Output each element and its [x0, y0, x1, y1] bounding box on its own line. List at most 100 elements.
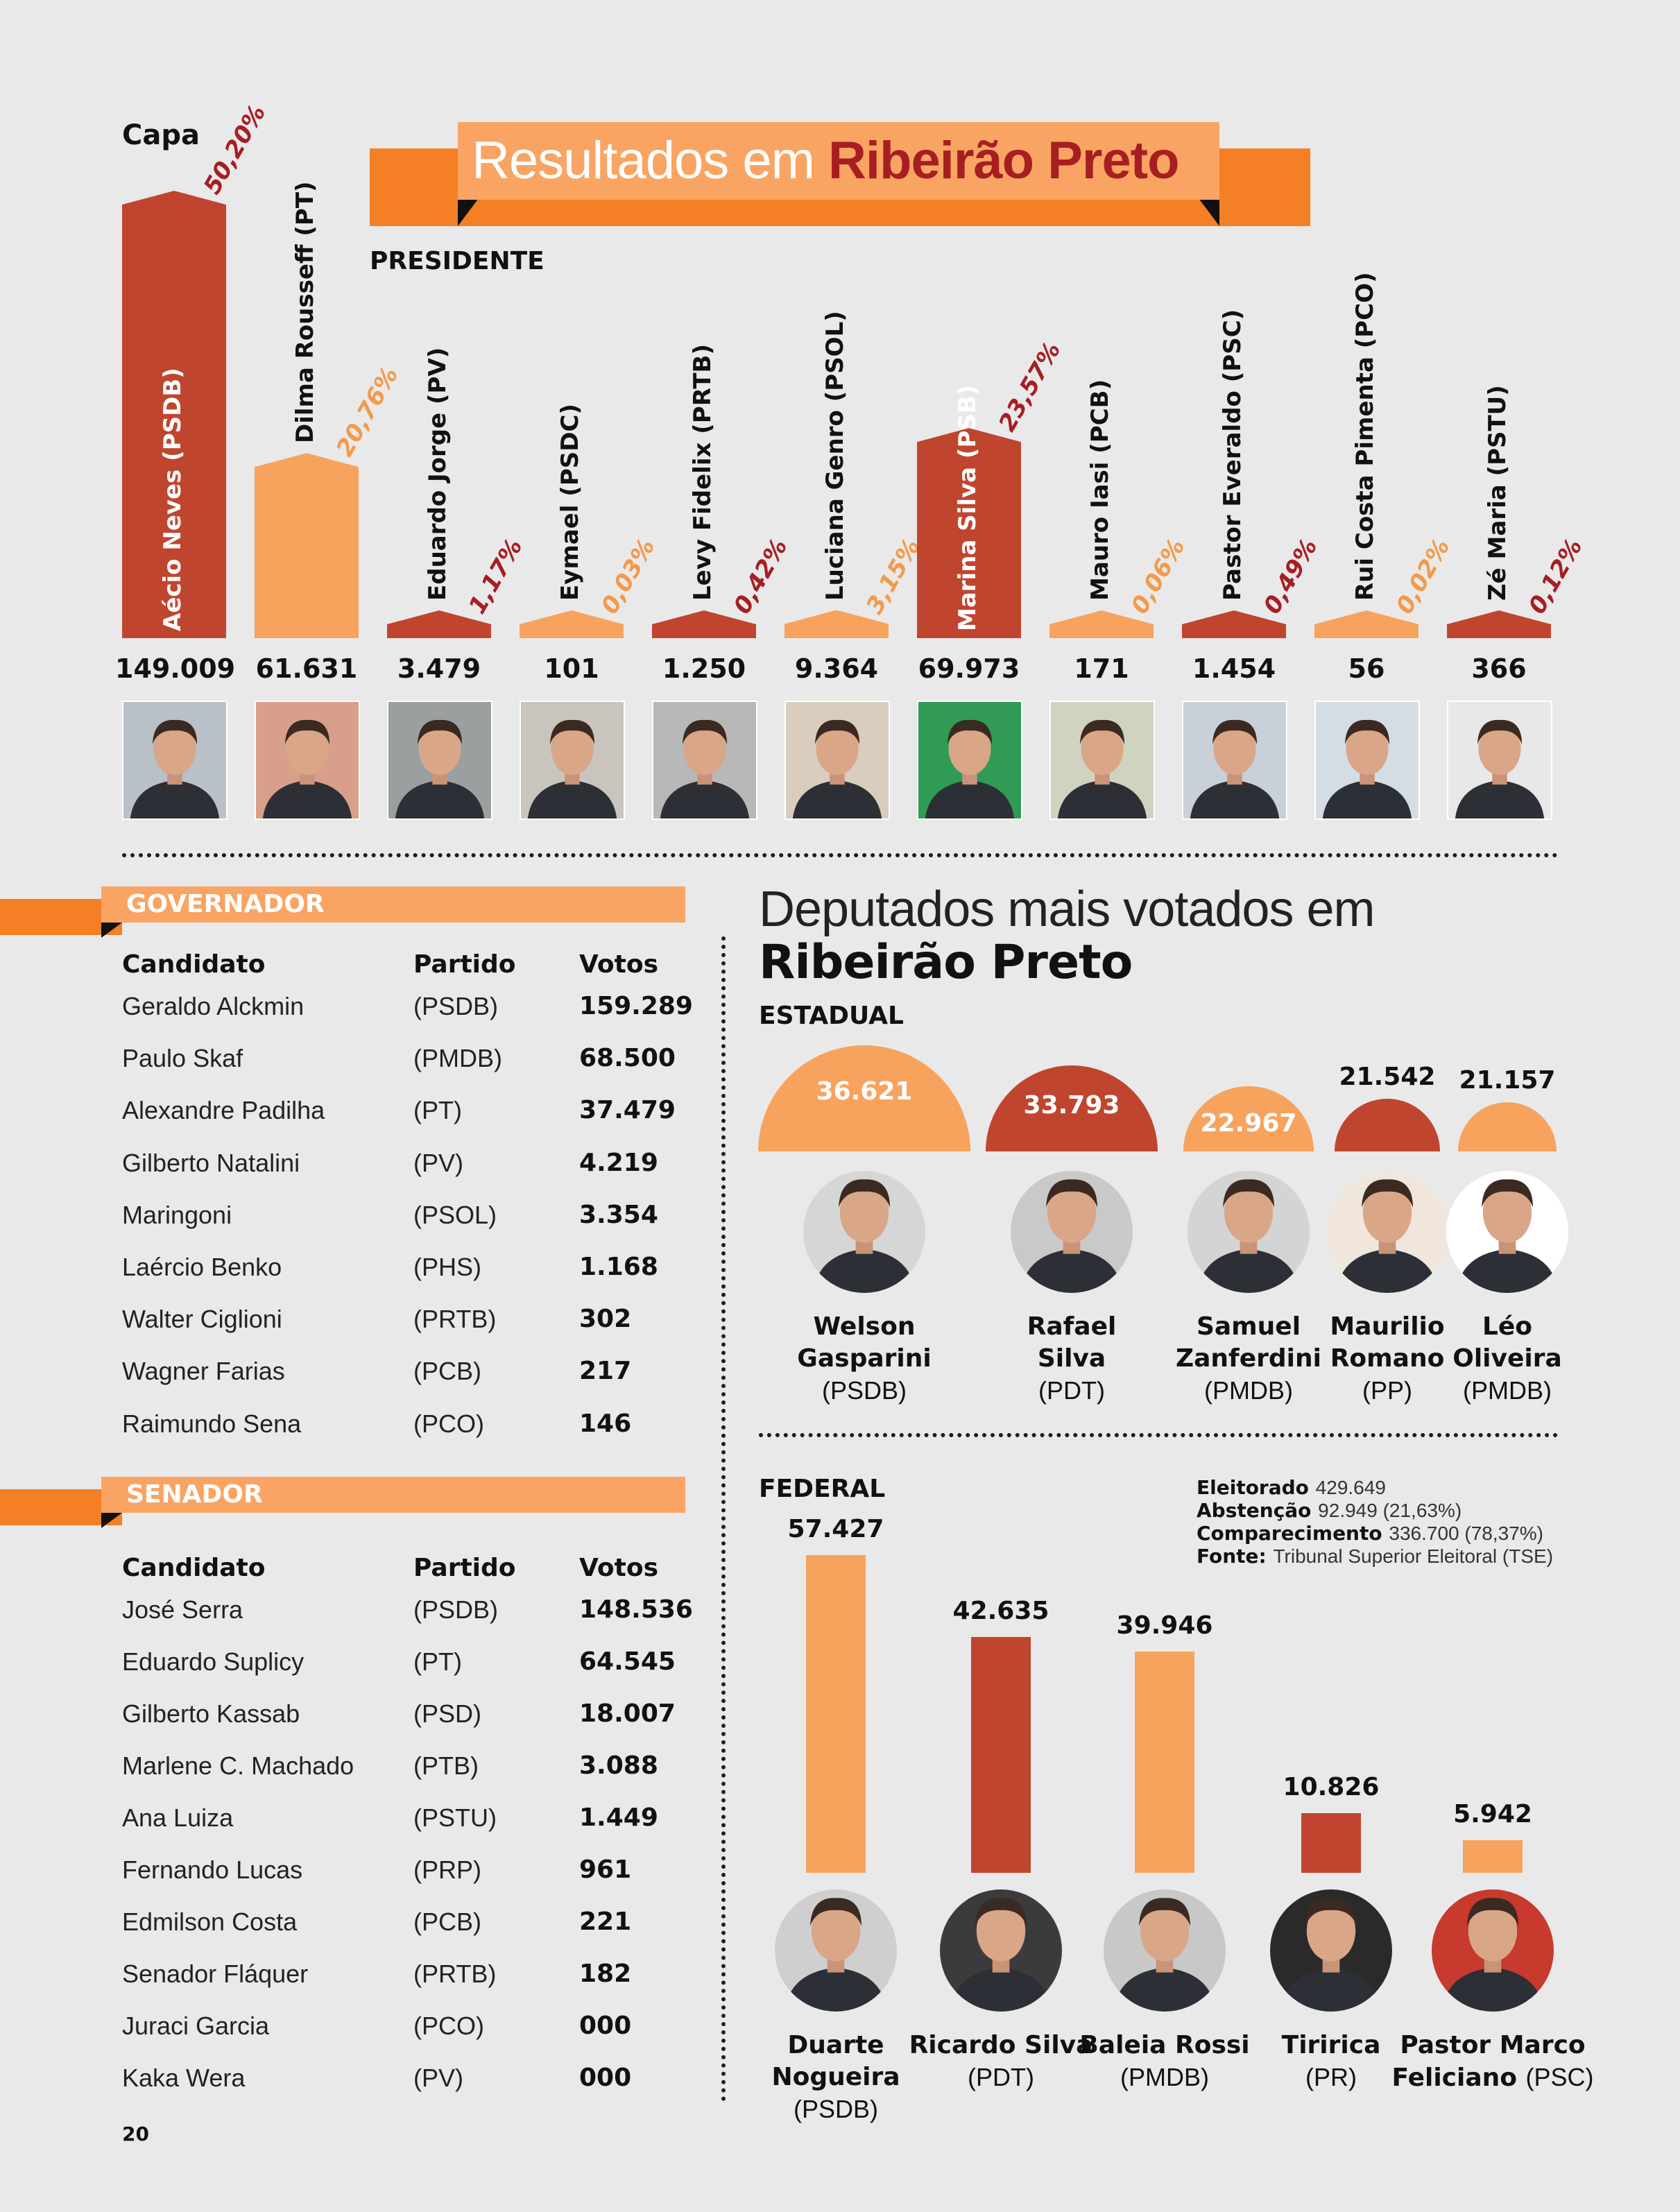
- federal-deputy-bar: [806, 1555, 866, 1873]
- stat-value: Tribunal Superior Eleitoral (TSE): [1273, 1545, 1554, 1567]
- federal-deputy-bar: [971, 1636, 1031, 1873]
- federal-deputy-name-line2: Feliciano: [1391, 2064, 1526, 2092]
- senator-votes: 000: [579, 2012, 632, 2040]
- governor-fold-icon: [101, 923, 122, 938]
- federal-heading: FEDERAL: [759, 1475, 886, 1503]
- governor-votes: 146: [579, 1409, 632, 1438]
- state-deputy-photo: [1326, 1171, 1448, 1293]
- senator-column-header: Votos: [579, 1554, 658, 1582]
- president-votes-label: 171: [1074, 653, 1129, 684]
- state-heading: ESTADUAL: [759, 1002, 904, 1030]
- stat-value: 336.700 (78,37%): [1389, 1523, 1543, 1544]
- state-deputy-name: Welson Gasparini (PSDB): [788, 1311, 941, 1407]
- state-deputy-photo: [1446, 1171, 1568, 1293]
- federal-deputy-name-line1: Baleia Rossi: [1079, 2031, 1250, 2059]
- president-bar: [255, 453, 359, 638]
- federal-deputy-party: (PSC): [1525, 2063, 1594, 2091]
- president-candidate-photo: [1182, 701, 1287, 820]
- president-bar: [917, 428, 1021, 638]
- senator-votes: 000: [579, 2064, 632, 2092]
- president-bar: [1447, 610, 1551, 638]
- federal-deputy-party: (PMDB): [1120, 2063, 1209, 2091]
- president-candidate-photo: [1049, 701, 1155, 820]
- president-percent-label: 20,76%: [331, 362, 404, 462]
- governor-party: (PV): [413, 1148, 463, 1177]
- governor-party: (PCO): [413, 1409, 484, 1438]
- federal-deputy-name: Duarte Nogueira (PSDB): [732, 2030, 940, 2126]
- president-votes-label: 101: [544, 653, 599, 684]
- senator-column-header: Partido: [413, 1554, 516, 1582]
- president-candidate-name: Levy Fidelix (PRTB): [689, 344, 717, 601]
- governor-column-header: Partido: [413, 950, 516, 979]
- governor-party: (PMDB): [413, 1044, 502, 1073]
- state-deputy-name-line2: Gasparini: [797, 1344, 932, 1373]
- federal-deputy-photo: [1432, 1889, 1554, 2012]
- senator-votes: 18.007: [579, 1699, 676, 1728]
- federal-deputy-votes: 39.946: [1116, 1611, 1213, 1640]
- senator-party: (PSDB): [413, 1595, 499, 1624]
- federal-deputy-name: Ricardo Silva (PDT): [897, 2030, 1105, 2094]
- president-votes-label: 366: [1471, 653, 1527, 684]
- governor-candidate-name: Alexandre Padilha: [122, 1096, 325, 1125]
- president-candidate-name: Rui Costa Pimenta (PCO): [1351, 272, 1379, 601]
- state-deputy-party: (PMDB): [1204, 1376, 1293, 1405]
- state-deputy-name-line1: Léo: [1482, 1312, 1533, 1341]
- senator-candidate-name: Juraci Garcia: [122, 2012, 270, 2040]
- president-bar: [122, 191, 226, 638]
- governor-candidate-name: Gilberto Natalini: [122, 1148, 300, 1177]
- stat-value: 429.649: [1315, 1477, 1386, 1498]
- governor-party: (PCB): [413, 1357, 481, 1386]
- state-deputy-name-line1: Maurilio: [1330, 1312, 1445, 1341]
- senator-candidate-name: Senador Fláquer: [122, 1960, 309, 1988]
- state-deputy-photo: [1188, 1171, 1310, 1293]
- governor-votes: 68.500: [579, 1044, 676, 1073]
- governor-column-header: Votos: [579, 950, 658, 979]
- state-deputy-name-line1: Welson: [813, 1312, 916, 1341]
- president-candidate-photo: [652, 701, 757, 820]
- state-deputy-name-line2: Zanferdini: [1176, 1344, 1321, 1373]
- president-candidate-name: Luciana Genro (PSOL): [821, 310, 849, 601]
- president-percent-label: 0,12%: [1523, 533, 1588, 619]
- president-percent-label: 0,49%: [1258, 533, 1323, 619]
- governor-votes: 4.219: [579, 1148, 658, 1177]
- president-candidate-photo: [122, 701, 228, 820]
- president-candidate-photo: [255, 701, 360, 820]
- senator-party: (PRP): [413, 1855, 481, 1884]
- governor-party: (PSOL): [413, 1200, 497, 1229]
- president-candidate-name: Pastor Everaldo (PSC): [1219, 309, 1246, 601]
- senator-candidate-name: Ana Luiza: [122, 1803, 234, 1832]
- governor-party: (PHS): [413, 1253, 481, 1281]
- president-votes-label: 1.454: [1192, 653, 1276, 684]
- governor-heading: GOVERNADOR: [101, 886, 685, 923]
- federal-deputy-name: Tiririca (PR): [1227, 2030, 1435, 2094]
- banner-fold-right: [1199, 198, 1219, 226]
- state-deputy-votes: 33.793: [1023, 1091, 1120, 1120]
- deputies-title-line2: Ribeirão Preto: [759, 935, 1133, 990]
- president-bar: [520, 610, 624, 638]
- senator-party: (PSD): [413, 1699, 481, 1728]
- stat-row: Comparecimento 336.700 (78,37%): [1197, 1522, 1543, 1545]
- federal-deputy-photo: [775, 1889, 897, 2012]
- stat-label: Comparecimento: [1197, 1522, 1389, 1545]
- president-candidate-photo: [785, 701, 890, 820]
- senator-votes: 64.545: [579, 1647, 676, 1676]
- federal-deputy-name-line1: Duarte: [787, 2031, 884, 2059]
- federal-deputy-name-line1: Pastor Marco: [1400, 2031, 1586, 2059]
- federal-deputy-bar: [1463, 1840, 1523, 1873]
- state-deputy-dome: [1458, 1102, 1557, 1151]
- governor-column-header: Candidato: [122, 950, 266, 979]
- president-percent-label: 0,42%: [728, 533, 794, 619]
- president-votes-label: 149.009: [115, 653, 236, 684]
- state-deputy-party: (PSDB): [821, 1376, 907, 1405]
- senator-candidate-name: Gilberto Kassab: [122, 1699, 300, 1728]
- state-deputy-name-line2: Romano: [1330, 1344, 1445, 1373]
- banner-fold-left: [458, 198, 479, 226]
- federal-deputy-bar: [1135, 1652, 1194, 1873]
- president-candidate-name: Mauro Iasi (PCB): [1086, 379, 1114, 601]
- governor-candidate-name: Wagner Farias: [122, 1357, 285, 1386]
- federal-deputy-name: Baleia Rossi (PMDB): [1061, 2030, 1269, 2094]
- federal-deputy-party: (PSDB): [793, 2095, 878, 2123]
- senator-votes: 148.536: [579, 1595, 693, 1624]
- president-candidate-name: Dilma Rousseff (PT): [291, 181, 319, 444]
- president-votes-label: 9.364: [794, 653, 879, 684]
